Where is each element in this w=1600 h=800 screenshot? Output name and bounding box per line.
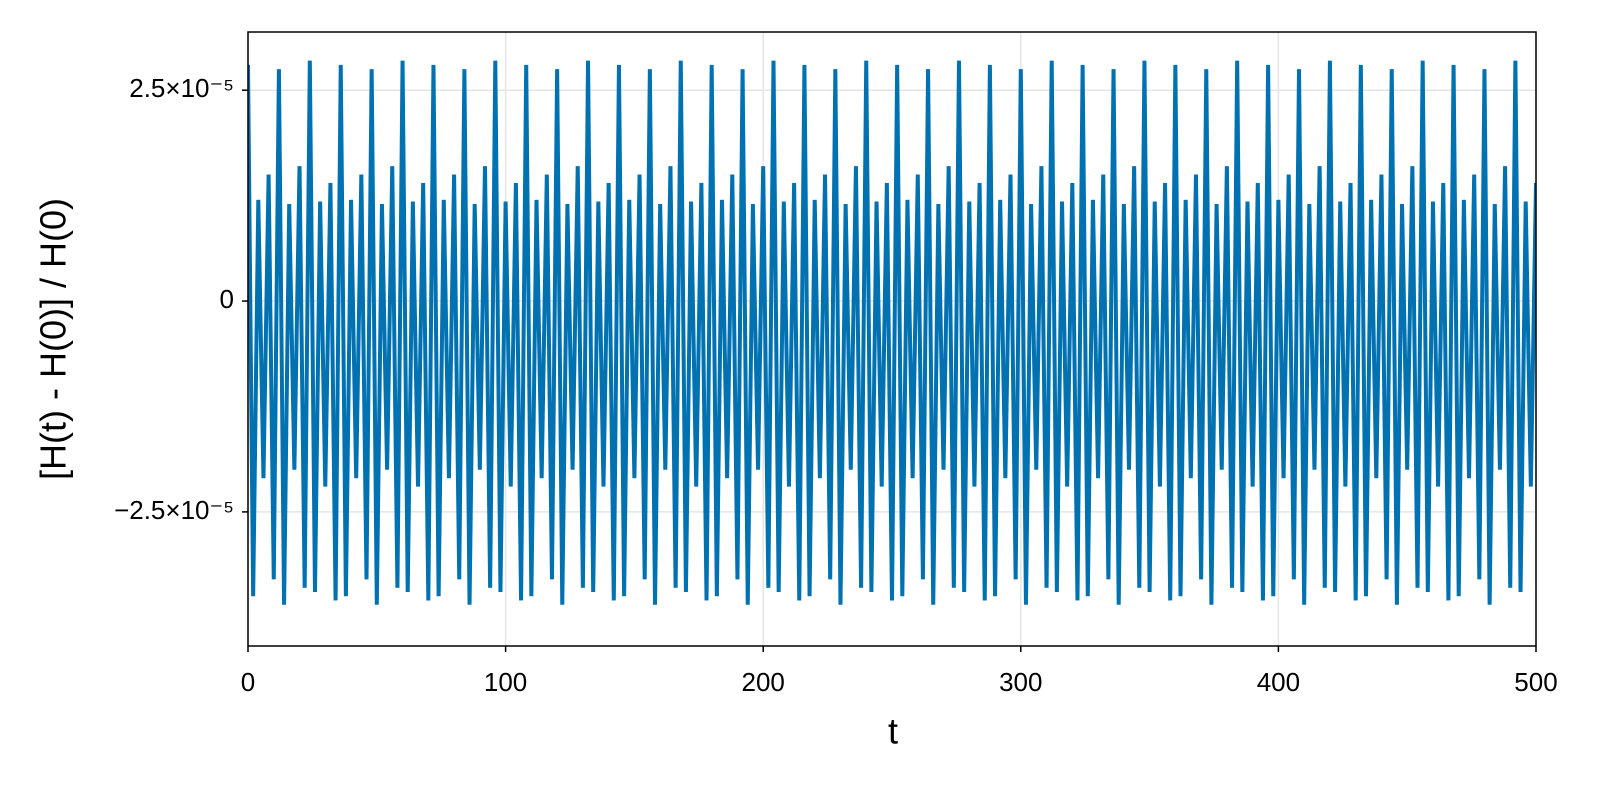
x-tick-label: 100 xyxy=(484,667,527,697)
x-tick-label: 200 xyxy=(742,667,785,697)
x-axis-label: t xyxy=(888,711,898,752)
x-tick-label: 400 xyxy=(1257,667,1300,697)
x-tick-label: 500 xyxy=(1514,667,1557,697)
y-tick-label: −2.5×10⁻⁵ xyxy=(114,495,234,525)
y-tick-label: 0 xyxy=(220,284,234,314)
plot-frame xyxy=(247,31,1537,647)
y-axis-label: [H(t) - H(0)] / H(0) xyxy=(33,198,74,480)
x-tick-label: 300 xyxy=(999,667,1042,697)
y-tick-label: 2.5×10⁻⁵ xyxy=(129,73,234,103)
x-tick-label: 0 xyxy=(241,667,255,697)
data-line xyxy=(248,60,1536,605)
